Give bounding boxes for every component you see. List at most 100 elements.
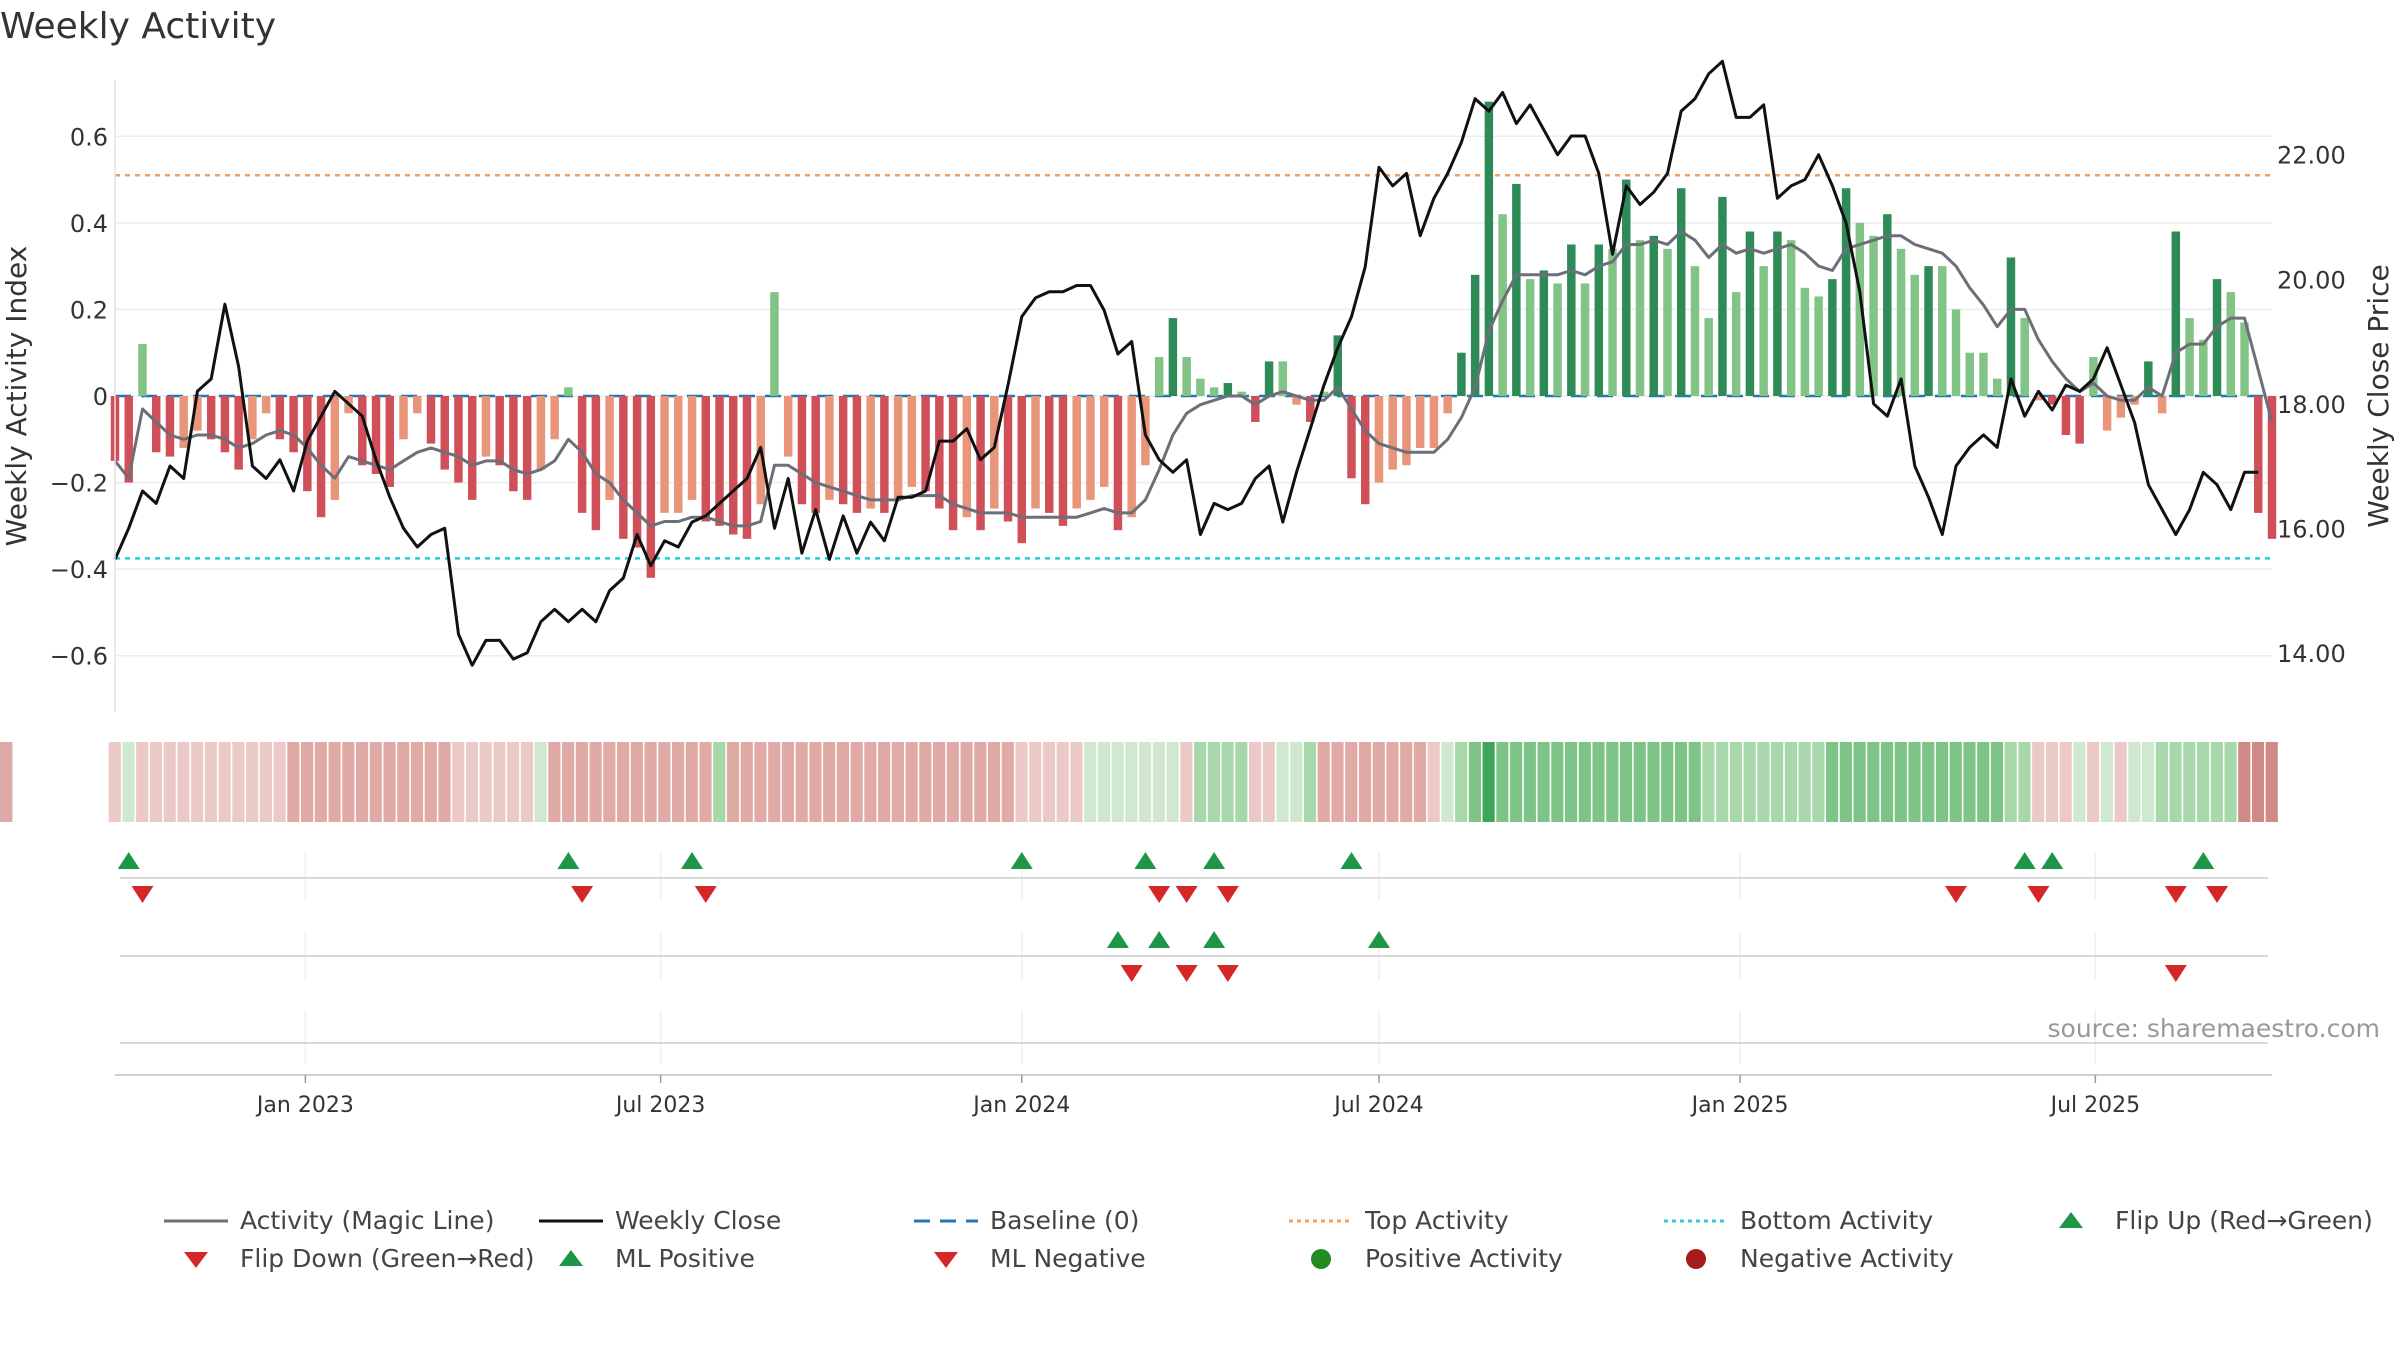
heat-cell [974, 742, 987, 822]
activity-bar [467, 396, 477, 500]
heat-cell [1139, 742, 1152, 822]
heat-cell [191, 742, 204, 822]
heat-cell [726, 742, 740, 822]
activity-bar [1402, 396, 1411, 466]
heat-cell [1990, 742, 2004, 822]
heat-cell [2238, 742, 2251, 822]
activity-bar [1443, 396, 1452, 414]
green-dot-icon [1311, 1248, 1331, 1269]
heat-cell [1084, 742, 1097, 822]
heat-cell [823, 742, 836, 822]
activity-bar [880, 396, 889, 513]
bottom-line-swatch-icon [1664, 1219, 1728, 1222]
heat-cell [836, 742, 849, 822]
heat-cell [1070, 742, 1083, 822]
heat-cell [1771, 742, 1784, 822]
legend-item-magic-line: Activity (Magic Line) [160, 1206, 494, 1235]
heat-cell [218, 742, 231, 822]
y-tick-label: 0.2 [70, 296, 108, 324]
heat-cell [259, 742, 272, 822]
activity-bar [1278, 361, 1288, 396]
heat-cell [754, 742, 767, 822]
activity-bar [1429, 396, 1439, 448]
heat-cell [987, 742, 1001, 822]
activity-bar [1113, 396, 1123, 531]
activity-bar [1786, 240, 1796, 396]
activity-bar [838, 396, 848, 505]
activity-bar [783, 396, 793, 457]
activity-bar [316, 396, 326, 518]
activity-bar [1512, 183, 1521, 396]
legend-label: ML Positive [615, 1244, 755, 1273]
heat-cell [1015, 742, 1028, 822]
heat-cell [177, 742, 190, 822]
activity-bar [1896, 248, 1906, 396]
activity-bar [1525, 279, 1535, 396]
activity-bar [2034, 396, 2043, 401]
activity-bar [1196, 378, 1205, 396]
activity-bar [1580, 283, 1590, 396]
heat-cell [2114, 742, 2127, 822]
heat-cell [1468, 742, 1481, 822]
activity-bar [1045, 396, 1054, 513]
activity-bar [536, 396, 546, 470]
heat-cell [1125, 742, 1138, 822]
heat-cell [1510, 742, 1523, 822]
y-tick-label: −0.6 [50, 643, 108, 671]
activity-bar [1594, 244, 1604, 396]
heat-cell [891, 742, 904, 822]
activity-bar [1086, 396, 1095, 500]
heat-cell [1853, 742, 1866, 822]
heat-cell [850, 742, 863, 822]
heat-cell [1413, 742, 1427, 822]
ml-positive-marker [1148, 931, 1171, 948]
heat-cell [507, 742, 520, 822]
activity-bar [990, 396, 999, 509]
activity-bar [2047, 396, 2057, 405]
y-tick-label: −0.2 [50, 470, 108, 498]
heat-cell [1880, 742, 1894, 822]
activity-bar [1388, 396, 1397, 470]
heat-cell [2224, 742, 2237, 822]
heat-cell [781, 742, 795, 822]
heat-cell [1221, 742, 1234, 822]
activity-bar [1869, 235, 1878, 396]
x-tick-label: Jul 2023 [614, 1093, 706, 1118]
heat-cell [1317, 742, 1330, 822]
activity-bar [1690, 266, 1700, 396]
heat-cell [465, 742, 479, 822]
ml-negative-marker [1120, 965, 1143, 982]
y2-tick-label: 16.00 [2277, 515, 2346, 543]
heat-cell [1935, 742, 1949, 822]
heat-cell [1262, 742, 1275, 822]
heat-cell [809, 742, 822, 822]
ml-negative-marker [1216, 965, 1239, 982]
activity-bar [2254, 396, 2263, 513]
heat-cell [2155, 742, 2168, 822]
magic-line [113, 230, 2274, 528]
activity-bar [151, 396, 161, 453]
activity-bar [1745, 231, 1755, 396]
activity-bar [2157, 396, 2167, 414]
activity-bar [1072, 396, 1081, 509]
heat-cell [1331, 742, 1344, 822]
heat-cell [603, 742, 616, 822]
activity-bar [797, 396, 807, 505]
activity-bar [742, 396, 752, 539]
activity-bar [605, 396, 614, 500]
heat-cell [1248, 742, 1262, 822]
chart-title: Weekly Activity [0, 6, 277, 47]
activity-bar [1676, 188, 1686, 396]
heat-cell [878, 742, 891, 822]
activity-bar [674, 396, 683, 513]
triangle-down-icon [184, 1251, 208, 1268]
activity-bar [481, 396, 491, 457]
heat-cell [1180, 742, 1193, 822]
activity-bar [1704, 318, 1713, 396]
heat-cell [1839, 742, 1852, 822]
heat-cell [1386, 742, 1399, 822]
legend-label: Flip Up (Red→Green) [2115, 1206, 2373, 1235]
heat-cell [1523, 742, 1536, 822]
activity-bar [962, 396, 972, 518]
legend-label: Negative Activity [1740, 1244, 1954, 1273]
